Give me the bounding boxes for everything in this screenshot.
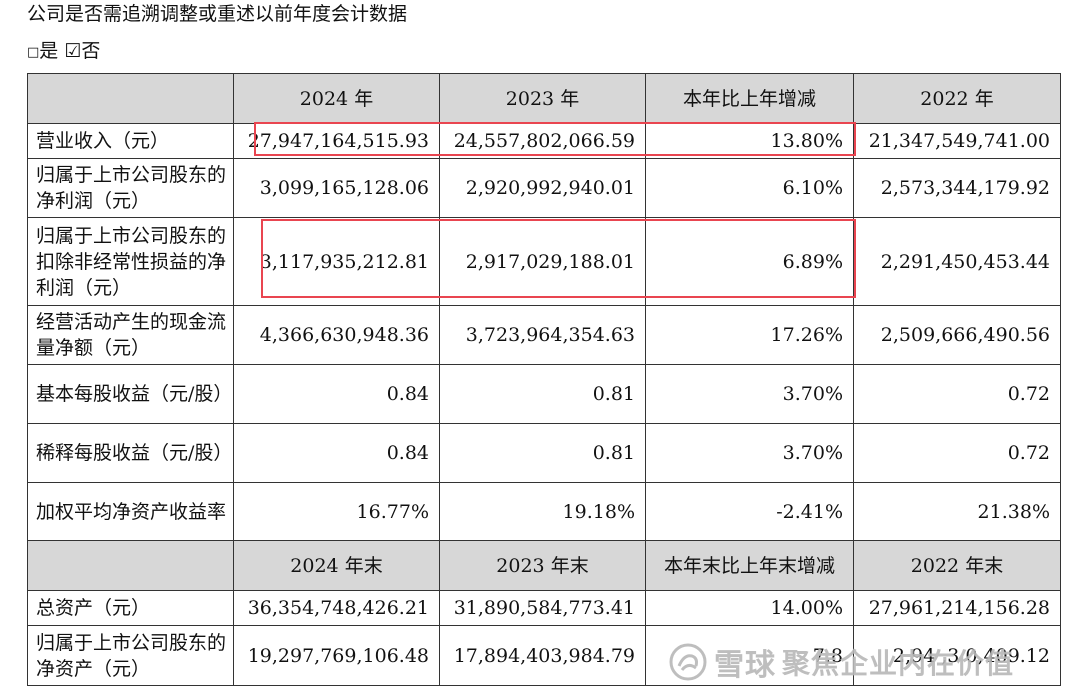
header-2022: 2022 年 xyxy=(853,73,1061,124)
cell-change-end: 14.00% xyxy=(645,590,854,626)
cell-change: 6.89% xyxy=(645,217,854,306)
cell-change: 17.26% xyxy=(645,305,854,365)
cell-2023: 19.18% xyxy=(439,482,646,541)
row-label: 稀释每股收益（元/股） xyxy=(27,423,234,483)
header-2024: 2024 年 xyxy=(233,73,440,124)
restatement-choice: □是 ☑否 xyxy=(27,38,100,66)
row-label: 归属于上市公司股东的扣除非经常性损益的净利润（元） xyxy=(27,217,234,306)
table-row-basic-eps: 基本每股收益（元/股） 0.84 0.81 3.70% 0.72 xyxy=(27,364,1061,424)
header-2023: 2023 年 xyxy=(439,73,646,124)
header-2022-end: 2022 年末 xyxy=(853,540,1061,591)
table-row-net-profit: 归属于上市公司股东的净利润（元） 3,099,165,128.06 2,920,… xyxy=(27,158,1061,218)
cell-2022: 2,509,666,490.56 xyxy=(853,305,1061,365)
cell-change: 6.10% xyxy=(645,158,854,218)
cell-2024: 4,366,630,948.36 xyxy=(233,305,440,365)
cell-2024: 0.84 xyxy=(233,423,440,483)
header-change: 本年比上年增减 xyxy=(645,73,854,124)
row-label: 基本每股收益（元/股） xyxy=(27,364,234,424)
table-row-roe: 加权平均净资产收益率 16.77% 19.18% -2.41% 21.38% xyxy=(27,482,1061,541)
row-label: 营业收入（元） xyxy=(27,123,234,159)
watermark-slogan: 聚焦企业内在价值 xyxy=(782,647,1015,680)
table-row-revenue: 营业收入（元） 27,947,164,515.93 24,557,802,066… xyxy=(27,123,1061,159)
accounting-data-table: 2024 年 2023 年 本年比上年增减 2022 年 营业收入（元） 27,… xyxy=(27,73,1061,686)
header-row-year-end: 2024 年末 2023 年末 本年末比上年末增减 2022 年末 xyxy=(27,540,1061,591)
cell-2024-end: 19,297,769,106.48 xyxy=(233,625,440,686)
cell-2022: 2,291,450,453.44 xyxy=(853,217,1061,306)
header-2024-end: 2024 年末 xyxy=(233,540,440,591)
table-row-diluted-eps: 稀释每股收益（元/股） 0.84 0.81 3.70% 0.72 xyxy=(27,423,1061,483)
cell-2022: 0.72 xyxy=(853,423,1061,483)
cell-2022: 0.72 xyxy=(853,364,1061,424)
header-row-years: 2024 年 2023 年 本年比上年增减 2022 年 xyxy=(27,73,1061,124)
no-checkbox-checked: ☑ xyxy=(64,40,82,62)
cell-2024: 0.84 xyxy=(233,364,440,424)
cell-2023: 24,557,802,066.59 xyxy=(439,123,646,159)
row-label: 总资产（元） xyxy=(27,590,234,626)
row-label: 归属于上市公司股东的净资产（元） xyxy=(27,625,234,686)
header-change-end: 本年末比上年末增减 xyxy=(645,540,854,591)
yes-label: 是 xyxy=(39,40,59,62)
cell-2023: 2,920,992,940.01 xyxy=(439,158,646,218)
cell-2022: 21,347,549,741.00 xyxy=(853,123,1061,159)
cell-change: -2.41% xyxy=(645,482,854,541)
yes-checkbox: □ xyxy=(27,45,40,60)
cell-2024-end: 36,354,748,426.21 xyxy=(233,590,440,626)
cell-2024: 3,099,165,128.06 xyxy=(233,158,440,218)
cell-2023-end: 31,890,584,773.41 xyxy=(439,590,646,626)
xueqiu-watermark: 雪球 聚焦企业内在价值 xyxy=(668,640,1078,684)
row-label: 经营活动产生的现金流量净额（元） xyxy=(27,305,234,365)
no-label: 否 xyxy=(81,40,101,62)
header-blank-cell xyxy=(27,73,234,124)
cell-2022: 2,573,344,179.92 xyxy=(853,158,1061,218)
watermark-brand: 雪球 xyxy=(714,648,776,683)
cell-2023: 3,723,964,354.63 xyxy=(439,305,646,365)
cell-2023: 0.81 xyxy=(439,423,646,483)
row-label: 归属于上市公司股东的净利润（元） xyxy=(27,158,234,218)
header-blank-cell xyxy=(27,540,234,591)
row-label: 加权平均净资产收益率 xyxy=(27,482,234,541)
cell-2023: 2,917,029,188.01 xyxy=(439,217,646,306)
header-2023-end: 2023 年末 xyxy=(439,540,646,591)
question-text: 公司是否需追溯调整或重述以前年度会计数据 xyxy=(27,3,408,25)
table-row-operating-cash-flow: 经营活动产生的现金流量净额（元） 4,366,630,948.36 3,723,… xyxy=(27,305,1061,365)
cell-change: 3.70% xyxy=(645,364,854,424)
table-row-total-assets: 总资产（元） 36,354,748,426.21 31,890,584,773.… xyxy=(27,590,1061,626)
cell-2024: 27,947,164,515.93 xyxy=(233,123,440,159)
cell-2022-end: 27,961,214,156.28 xyxy=(853,590,1061,626)
cell-change: 13.80% xyxy=(645,123,854,159)
cell-2022: 21.38% xyxy=(853,482,1061,541)
cell-2023-end: 17,894,403,984.79 xyxy=(439,625,646,686)
snowball-logo-icon xyxy=(668,642,708,682)
cell-2022-end: 2,94 ,3 0,409.12 xyxy=(853,625,1061,686)
cell-2024: 3,117,935,212.81 xyxy=(233,217,440,306)
cell-change: 3.70% xyxy=(645,423,854,483)
cell-2024: 16.77% xyxy=(233,482,440,541)
table-row-deducted-net-profit: 归属于上市公司股东的扣除非经常性损益的净利润（元） 3,117,935,212.… xyxy=(27,217,1061,306)
cell-2023: 0.81 xyxy=(439,364,646,424)
